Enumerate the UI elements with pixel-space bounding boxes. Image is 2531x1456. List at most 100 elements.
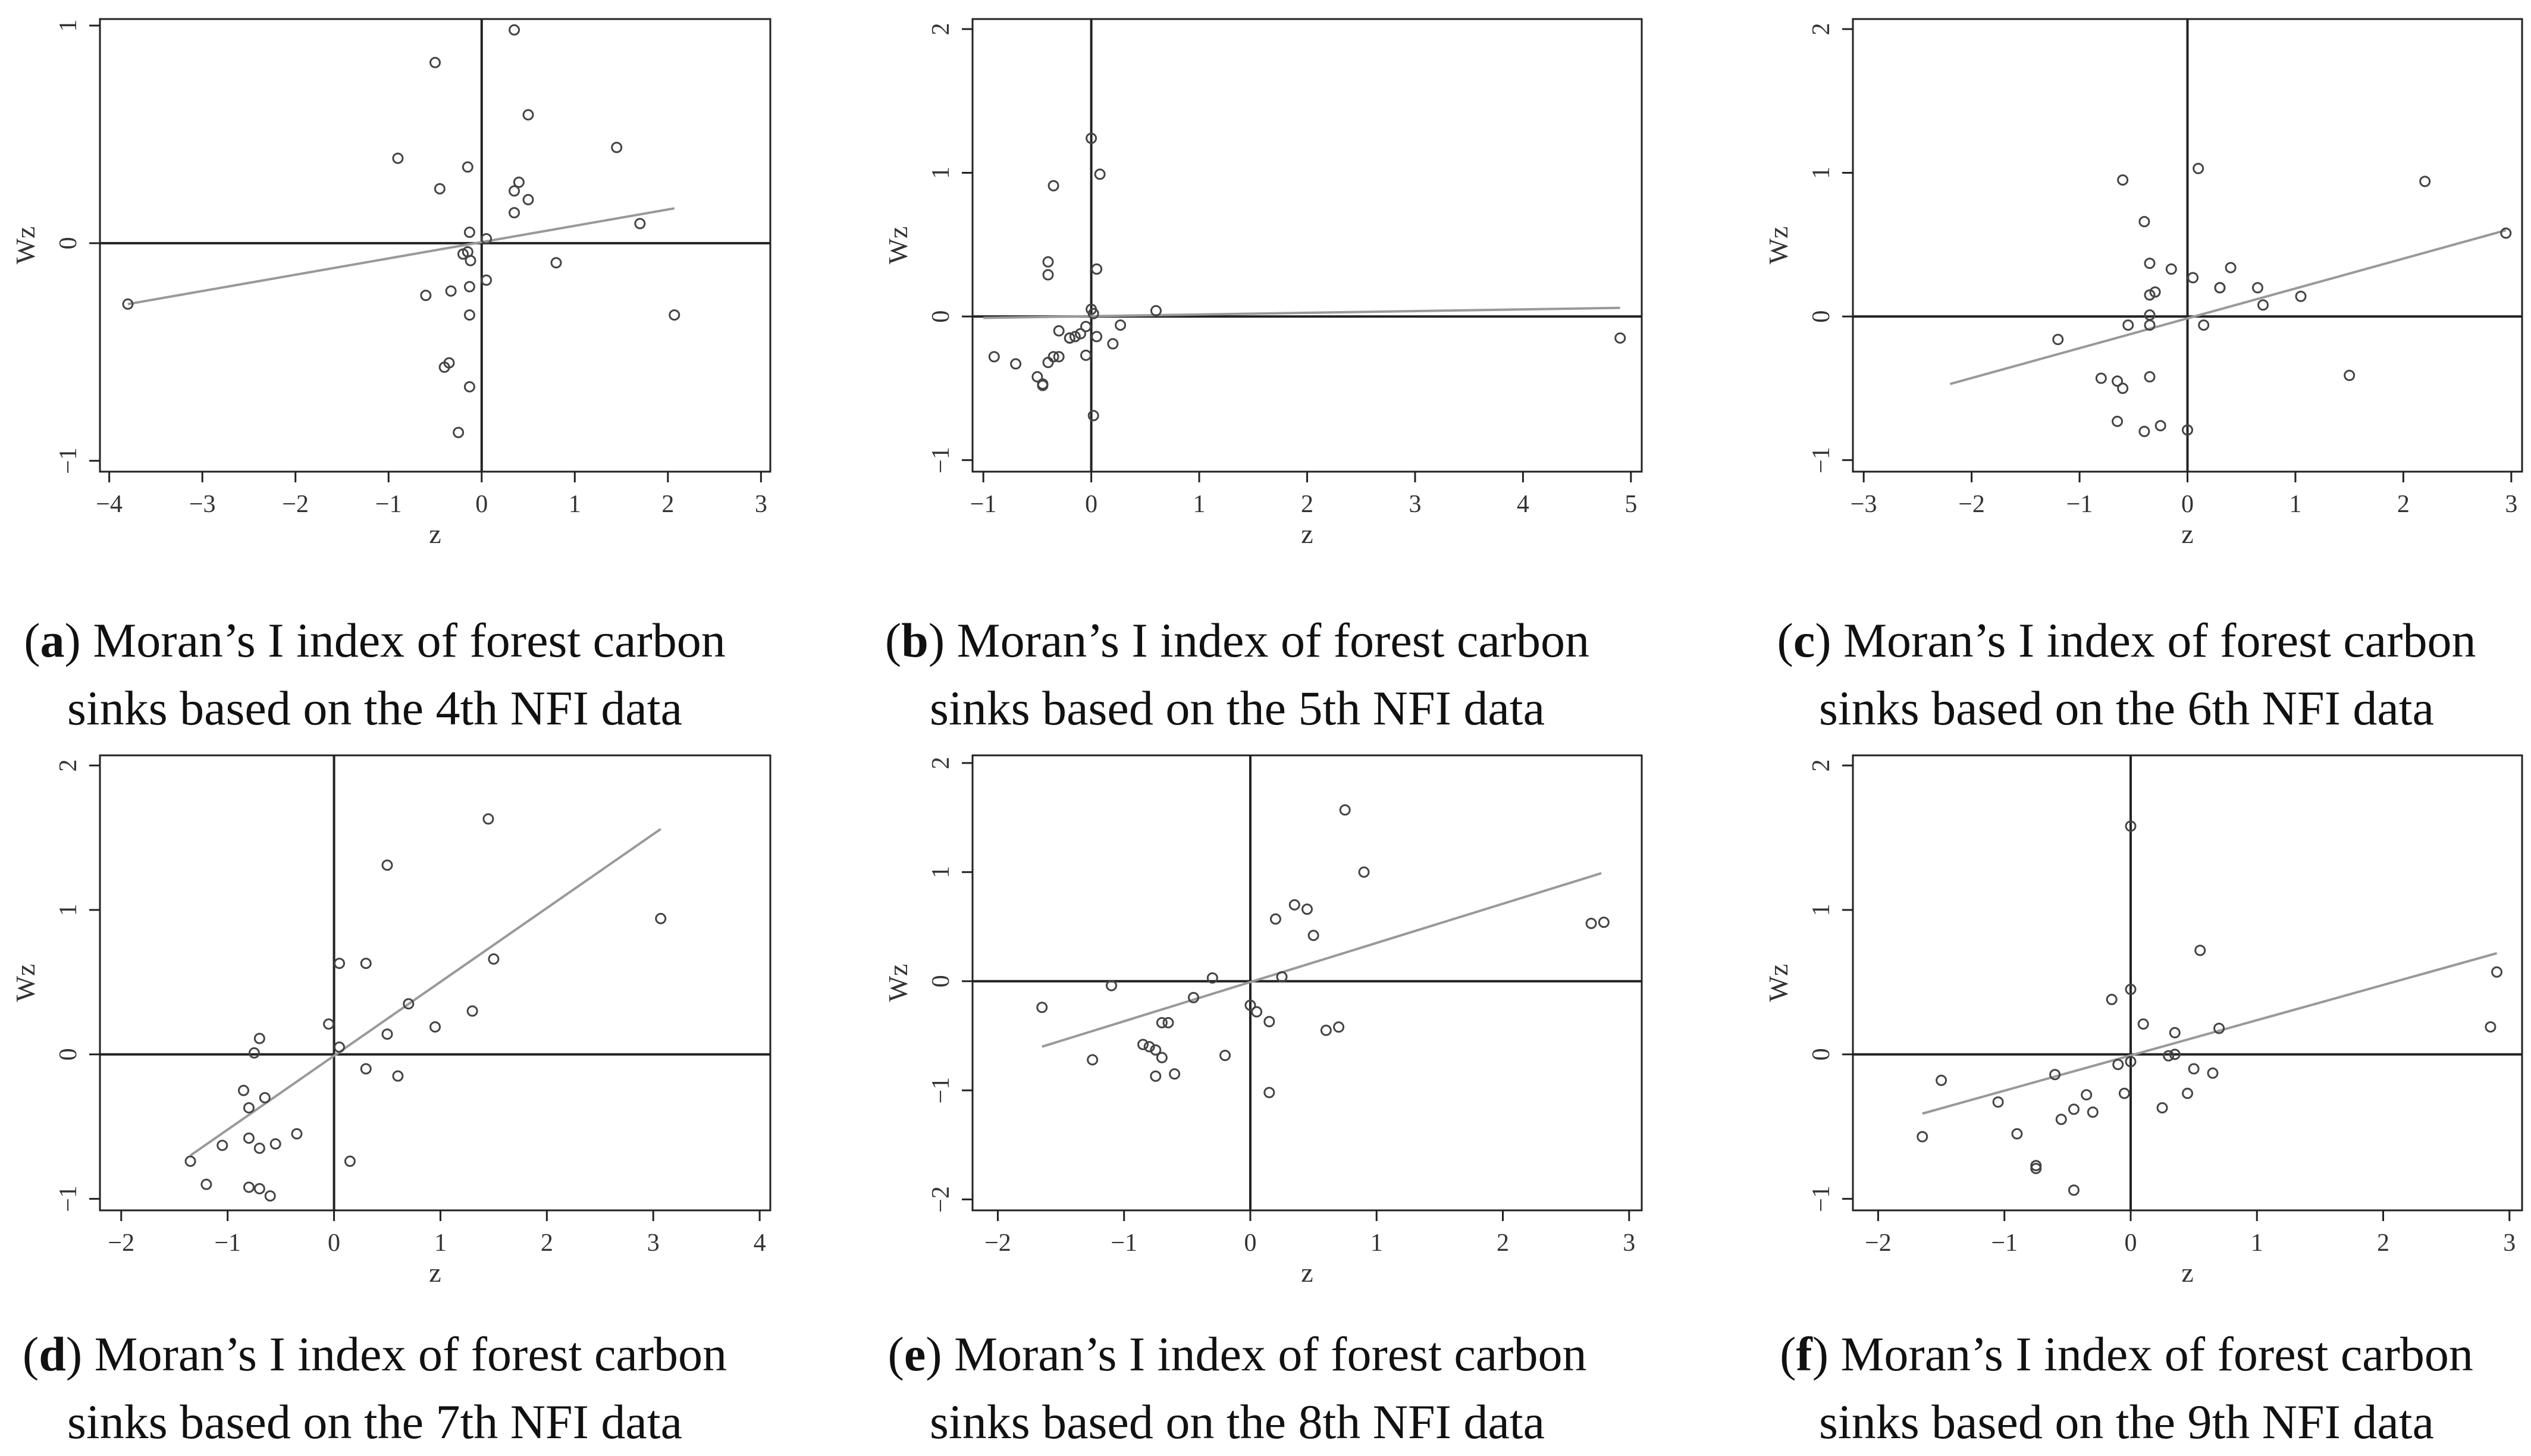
data-point bbox=[1064, 332, 1075, 344]
data-point bbox=[2194, 944, 2206, 956]
data-point bbox=[243, 1181, 255, 1193]
data-point bbox=[381, 1028, 393, 1040]
x-tick-label: 0 bbox=[475, 491, 488, 518]
data-point bbox=[1307, 930, 1319, 942]
data-point bbox=[2144, 371, 2156, 383]
x-tick-label: 2 bbox=[1497, 1229, 1509, 1257]
data-point bbox=[1053, 325, 1065, 337]
data-point bbox=[655, 912, 667, 924]
y-tick-label: 2 bbox=[1808, 23, 1835, 35]
x-tick-label: −1 bbox=[1991, 1229, 2018, 1257]
caption-b: (b) Moran’s I index of forest carbon sink… bbox=[863, 607, 1612, 742]
data-point bbox=[482, 813, 494, 825]
data-point bbox=[1143, 1041, 1155, 1053]
data-point bbox=[463, 309, 475, 321]
data-point bbox=[334, 1041, 345, 1053]
y-axis-title: Wz bbox=[1763, 964, 1793, 1002]
x-tick-label: 3 bbox=[2505, 491, 2517, 518]
data-point bbox=[2125, 1056, 2137, 1068]
y-tick-label: 1 bbox=[927, 866, 955, 878]
y-tick-label: 2 bbox=[927, 757, 955, 769]
x-tick-label: 2 bbox=[661, 491, 674, 518]
data-point bbox=[1080, 349, 1092, 361]
data-point bbox=[2122, 319, 2134, 331]
x-tick-label: 3 bbox=[1623, 1229, 1635, 1257]
panel-c: −3 −2 −1 0 1 2 3 −1 0 1 2 z Wz bbox=[1763, 18, 2523, 549]
data-point bbox=[2118, 1087, 2130, 1099]
y-tick-label: 1 bbox=[55, 903, 82, 916]
plot-frame bbox=[971, 18, 1643, 473]
x-tick-label: −3 bbox=[1851, 491, 1877, 518]
data-point bbox=[1187, 991, 1199, 1003]
panel-d: −2 −1 0 1 2 3 4 −1 0 1 2 z Wz bbox=[10, 754, 771, 1288]
data-point bbox=[509, 24, 520, 36]
data-point bbox=[1169, 1068, 1181, 1080]
data-point bbox=[1087, 1054, 1099, 1066]
data-point bbox=[2125, 820, 2137, 832]
caption-line-2: sinks based on the 9th NFI data bbox=[1819, 1395, 2434, 1449]
x-tick-label: 1 bbox=[569, 491, 581, 518]
fit-line bbox=[127, 207, 675, 306]
data-point bbox=[1042, 269, 1054, 281]
data-point bbox=[2419, 175, 2431, 187]
data-point bbox=[1150, 1044, 1162, 1056]
data-point bbox=[1251, 1006, 1263, 1018]
data-point bbox=[462, 161, 473, 173]
x-axis-title: z bbox=[1301, 519, 1313, 549]
data-point bbox=[463, 381, 475, 393]
data-point bbox=[2049, 1069, 2061, 1081]
data-point bbox=[392, 1070, 404, 1082]
data-point bbox=[184, 1155, 196, 1167]
data-point bbox=[463, 281, 475, 293]
data-point bbox=[429, 1021, 441, 1033]
data-point bbox=[634, 218, 646, 230]
data-point bbox=[1936, 1074, 1947, 1086]
panel-f: −2 −1 0 1 2 3 −1 0 1 2 z Wz bbox=[1763, 754, 2523, 1288]
x-tick-label: 5 bbox=[1624, 491, 1637, 518]
data-point bbox=[243, 1102, 255, 1114]
data-point bbox=[1320, 1024, 1332, 1036]
data-point bbox=[466, 1005, 478, 1017]
x-tick-label: 3 bbox=[2503, 1229, 2516, 1257]
caption-d: (d) Moran’s I index of forest carbon sink… bbox=[0, 1320, 749, 1456]
data-point bbox=[381, 859, 393, 871]
data-point bbox=[1598, 917, 1610, 928]
data-point bbox=[1269, 913, 1281, 925]
data-point bbox=[420, 290, 432, 302]
x-tick-label: 2 bbox=[2377, 1229, 2389, 1257]
caption-c: (c) Moran’s I index of forest carbon sink… bbox=[1752, 607, 2501, 742]
y-tick-label: 1 bbox=[1808, 167, 1835, 179]
data-point bbox=[2137, 1018, 2149, 1030]
data-point bbox=[2193, 162, 2204, 174]
plot-frame bbox=[99, 18, 771, 473]
data-point bbox=[1036, 1002, 1048, 1013]
data-point bbox=[1087, 307, 1099, 319]
data-point bbox=[2257, 299, 2269, 311]
data-point bbox=[2117, 382, 2129, 394]
data-point bbox=[2344, 369, 2356, 381]
caption-text: Moran’s I index of forest carbon bbox=[1843, 613, 2476, 667]
data-point bbox=[1263, 1016, 1275, 1028]
caption-text: Moran’s I index of forest carbon bbox=[93, 613, 726, 667]
y-tick-label: 0 bbox=[55, 237, 82, 249]
data-point bbox=[1094, 168, 1106, 180]
data-point bbox=[481, 274, 493, 286]
data-point bbox=[2169, 1049, 2181, 1060]
data-point bbox=[1115, 319, 1127, 331]
fit-line bbox=[189, 828, 661, 1157]
data-point bbox=[2095, 372, 2107, 384]
caption-letter: d bbox=[39, 1327, 66, 1381]
data-point bbox=[2154, 420, 2166, 432]
data-point bbox=[2138, 216, 2150, 228]
data-point bbox=[513, 176, 525, 188]
data-point bbox=[2169, 1027, 2181, 1038]
x-tick-label: 0 bbox=[1244, 1229, 1256, 1257]
y-tick-label: 1 bbox=[1808, 903, 1835, 916]
data-point bbox=[238, 1084, 249, 1096]
data-point bbox=[2485, 1021, 2496, 1033]
data-point bbox=[1042, 356, 1054, 368]
data-point bbox=[445, 285, 457, 297]
x-tick-label: 4 bbox=[754, 1229, 766, 1257]
caption-line-2: sinks based on the 6th NFI data bbox=[1819, 681, 2434, 735]
data-point bbox=[1047, 180, 1059, 192]
